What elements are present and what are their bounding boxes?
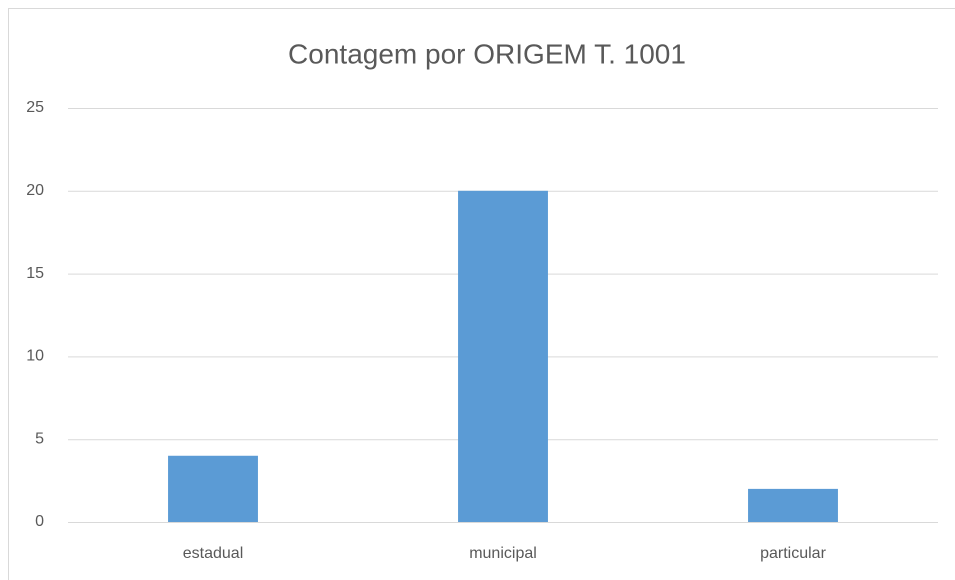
y-tick-label: 0 bbox=[35, 513, 44, 530]
chart-border bbox=[8, 8, 955, 580]
bar bbox=[748, 488, 838, 522]
y-tick-label: 5 bbox=[35, 430, 44, 447]
x-tick-label: particular bbox=[760, 545, 826, 562]
y-tick-label: 20 bbox=[26, 182, 44, 199]
y-tick-label: 10 bbox=[26, 348, 44, 365]
x-tick-label: municipal bbox=[469, 545, 537, 562]
x-tick-label: estadual bbox=[183, 545, 244, 562]
y-tick-label: 15 bbox=[26, 265, 44, 282]
bar bbox=[458, 190, 548, 523]
y-tick-label: 25 bbox=[26, 99, 44, 116]
bar bbox=[168, 455, 258, 522]
chart-title: Contagem por ORIGEM T. 1001 bbox=[288, 38, 686, 69]
